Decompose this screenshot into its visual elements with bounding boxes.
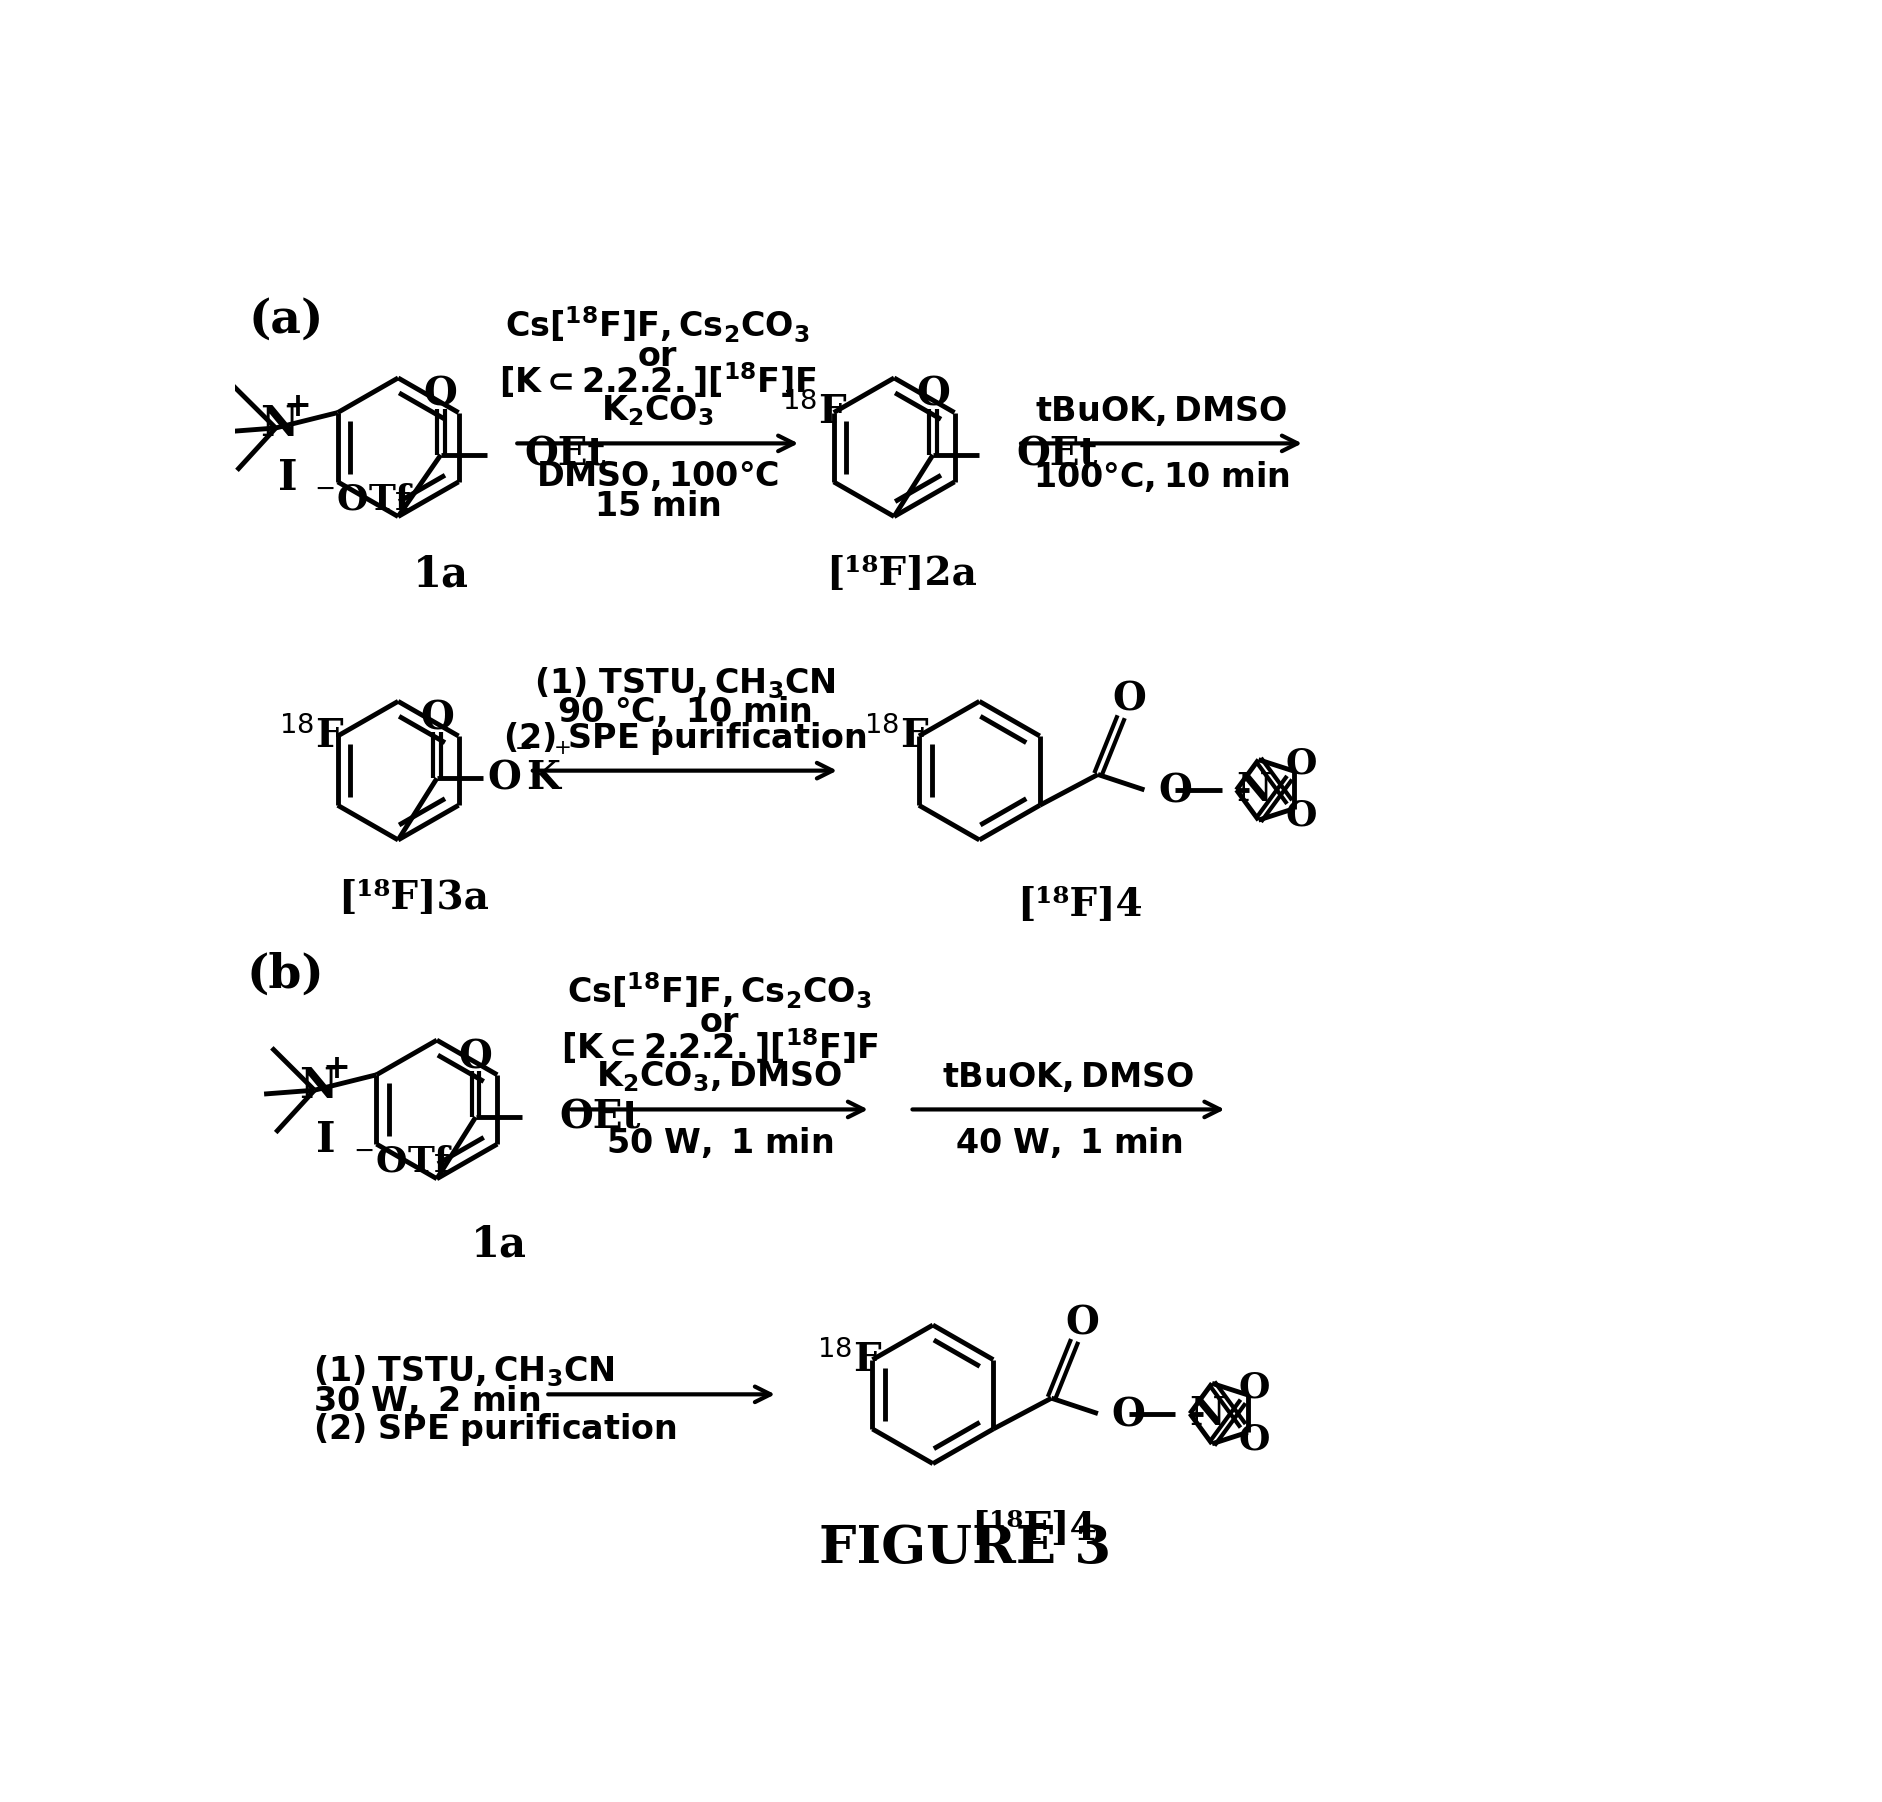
Text: N: N (299, 1065, 337, 1108)
Text: O: O (1110, 1397, 1144, 1434)
Text: O: O (1238, 1371, 1270, 1404)
Text: 1a: 1a (412, 553, 469, 595)
Text: $\mathbf{(2)\ SPE\ purification}$: $\mathbf{(2)\ SPE\ purification}$ (502, 719, 866, 757)
Text: $\mathbf{Cs[^{18}F]F, Cs_2CO_3}$: $\mathbf{Cs[^{18}F]F, Cs_2CO_3}$ (504, 305, 809, 344)
Text: O: O (1238, 1422, 1270, 1456)
Text: $\mathbf{K_2CO_3, DMSO}$: $\mathbf{K_2CO_3, DMSO}$ (597, 1060, 843, 1094)
Text: $\mathbf{Cs[^{18}F]F, Cs_2CO_3}$: $\mathbf{Cs[^{18}F]F, Cs_2CO_3}$ (566, 971, 871, 1011)
Text: O: O (1285, 746, 1316, 780)
Text: O: O (915, 377, 949, 414)
Text: OEt: OEt (525, 436, 606, 474)
Text: [¹⁸F]4: [¹⁸F]4 (1016, 887, 1142, 924)
Text: $\mathbf{50\ W,\ 1\ min}$: $\mathbf{50\ W,\ 1\ min}$ (606, 1124, 834, 1160)
Text: $\mathbf{DMSO, 100°C}$: $\mathbf{DMSO, 100°C}$ (536, 460, 779, 492)
Text: $\mathbf{[K{\subset}2.2.2.][^{18}F]F}$: $\mathbf{[K{\subset}2.2.2.][^{18}F]F}$ (499, 360, 817, 400)
Text: +: + (284, 389, 311, 423)
Text: $^{18}$F: $^{18}$F (279, 715, 344, 755)
Text: (b): (b) (247, 951, 324, 998)
Text: 1a: 1a (470, 1224, 527, 1265)
Text: +: + (322, 1052, 350, 1085)
Text: $\mathbf{tBuOK, DMSO}$: $\mathbf{tBuOK, DMSO}$ (1035, 395, 1287, 429)
Text: $^{-}$OTf: $^{-}$OTf (354, 1144, 454, 1179)
Text: $^{+}$: $^{+}$ (553, 741, 570, 773)
Text: $\mathbf{(1)\ TSTU,CH_3CN}$: $\mathbf{(1)\ TSTU,CH_3CN}$ (312, 1353, 614, 1389)
Text: FIGURE 3: FIGURE 3 (819, 1523, 1110, 1573)
Text: OEt: OEt (559, 1097, 640, 1135)
Text: $\mathbf{(1)\ TSTU,CH_3CN}$: $\mathbf{(1)\ TSTU,CH_3CN}$ (534, 665, 836, 701)
Text: $\mathbf{100°C, 10\ min}$: $\mathbf{100°C, 10\ min}$ (1033, 460, 1289, 494)
Text: O: O (459, 1038, 493, 1076)
Text: I: I (316, 1119, 335, 1160)
Text: O: O (420, 699, 454, 737)
Text: OEt: OEt (1016, 436, 1097, 474)
Text: O: O (1285, 798, 1316, 833)
Text: $\mathbf{90\ °C,\ 10\ min}$: $\mathbf{90\ °C,\ 10\ min}$ (557, 694, 811, 730)
Text: $^{-}$OTf: $^{-}$OTf (314, 483, 414, 517)
Text: $^{18}$F: $^{18}$F (783, 393, 847, 432)
Text: O: O (487, 759, 521, 796)
Text: $\mathbf{30\ W,\ 2\ min}$: $\mathbf{30\ W,\ 2\ min}$ (312, 1382, 540, 1418)
Text: I: I (277, 458, 297, 499)
Text: O: O (423, 377, 457, 414)
Text: O: O (1112, 681, 1144, 719)
Text: $\mathbf{(2)\ SPE\ purification}$: $\mathbf{(2)\ SPE\ purification}$ (312, 1411, 676, 1449)
Text: N: N (1189, 1395, 1223, 1433)
Text: $\mathbf{[K{\subset}2.2.2.][^{18}F]F}$: $\mathbf{[K{\subset}2.2.2.][^{18}F]F}$ (561, 1027, 879, 1067)
Text: $\mathbf{15\ min}$: $\mathbf{15\ min}$ (595, 490, 721, 523)
Text: (a): (a) (248, 297, 324, 342)
Text: [¹⁸F]4: [¹⁸F]4 (971, 1510, 1095, 1548)
Text: $\mathbf{K_2CO_3}$: $\mathbf{K_2CO_3}$ (600, 393, 713, 429)
Text: $^{-}$: $^{-}$ (514, 741, 533, 773)
Text: $\mathbf{40\ W,\ 1\ min}$: $\mathbf{40\ W,\ 1\ min}$ (954, 1124, 1182, 1160)
Text: O: O (1065, 1305, 1099, 1342)
Text: N: N (260, 404, 299, 445)
Text: $^{18}$F: $^{18}$F (817, 1341, 883, 1380)
Text: [¹⁸F]3a: [¹⁸F]3a (339, 879, 489, 917)
Text: K: K (525, 759, 559, 796)
Text: $\mathbf{or}$: $\mathbf{or}$ (698, 1006, 740, 1038)
Text: $^{18}$F: $^{18}$F (864, 715, 928, 755)
Text: [¹⁸F]2a: [¹⁸F]2a (826, 555, 977, 593)
Text: O: O (1157, 773, 1191, 811)
Text: $\mathbf{or}$: $\mathbf{or}$ (636, 339, 678, 373)
Text: N: N (1235, 771, 1270, 809)
Text: $\mathbf{tBuOK, DMSO}$: $\mathbf{tBuOK, DMSO}$ (941, 1060, 1193, 1094)
